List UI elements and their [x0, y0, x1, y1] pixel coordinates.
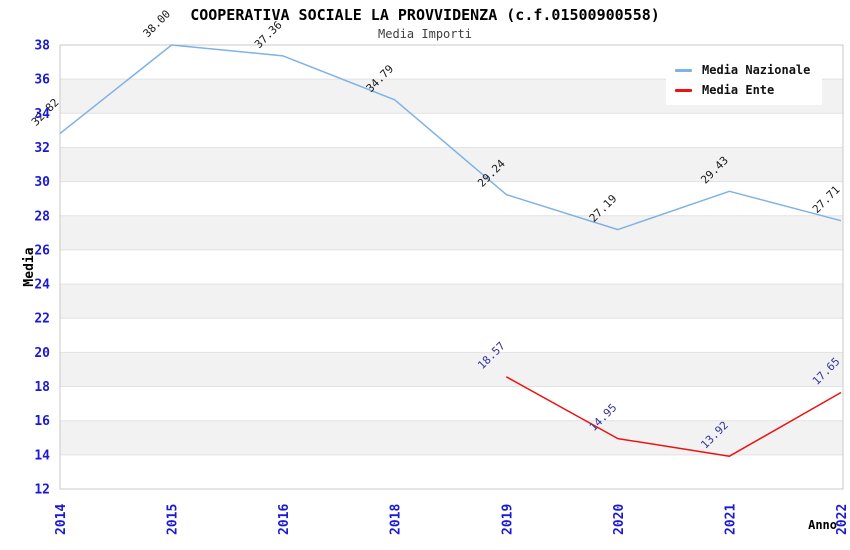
x-tick-label: 2015 [166, 504, 181, 535]
legend-item-media-ente: Media Ente [675, 80, 810, 100]
y-tick-label: 32 [34, 141, 50, 156]
legend-swatch-media-ente [675, 88, 692, 92]
y-tick-label: 26 [34, 243, 50, 258]
plot-band [60, 352, 843, 387]
x-tick-label: 2021 [723, 504, 738, 535]
x-tick-label: 2020 [612, 504, 627, 535]
plot-border [59, 44, 844, 490]
legend-item-media-nazionale: Media Nazionale [675, 60, 810, 80]
x-tick-label: 2014 [54, 504, 69, 535]
y-tick-label: 14 [34, 448, 50, 463]
y-tick-label: 34 [34, 107, 50, 122]
data-label: 38.00 [141, 8, 174, 41]
series-line-media-ente [505, 376, 842, 457]
y-tick-label: 16 [34, 414, 50, 429]
legend-swatch-media-nazionale [675, 68, 692, 72]
y-tick-label: 24 [34, 278, 50, 293]
x-tick-label: 2022 [835, 504, 850, 535]
legend-label: Media Ente [702, 83, 775, 97]
y-tick-label: 30 [34, 175, 50, 190]
y-tick-label: 38 [34, 39, 50, 54]
y-tick-label: 36 [34, 73, 50, 88]
y-tick-label: 18 [34, 380, 50, 395]
series-line-media-nazionale [59, 44, 842, 231]
chart-subtitle: Media Importi [378, 27, 472, 41]
legend-label: Media Nazionale [702, 63, 811, 77]
y-tick-label: 22 [34, 312, 50, 327]
x-tick-label: 2019 [500, 504, 515, 535]
plot-band [60, 215, 843, 250]
y-tick-label: 28 [34, 209, 50, 224]
y-tick-label: 20 [34, 346, 50, 361]
plot-band [60, 420, 843, 455]
plot-band [60, 284, 843, 319]
x-tick-label: 2016 [277, 504, 292, 535]
plot-band [60, 147, 843, 182]
y-tick-label: 12 [34, 483, 50, 498]
data-label: 27.71 [810, 183, 843, 216]
y-axis-title: Media [22, 247, 37, 286]
x-axis-title: Anno [808, 518, 837, 532]
legend: Media Nazionale Media Ente [666, 55, 823, 105]
x-tick-label: 2018 [389, 504, 404, 535]
chart-title: COOPERATIVA SOCIALE LA PROVVIDENZA (c.f.… [190, 6, 660, 24]
data-label: 37.36 [252, 18, 285, 51]
